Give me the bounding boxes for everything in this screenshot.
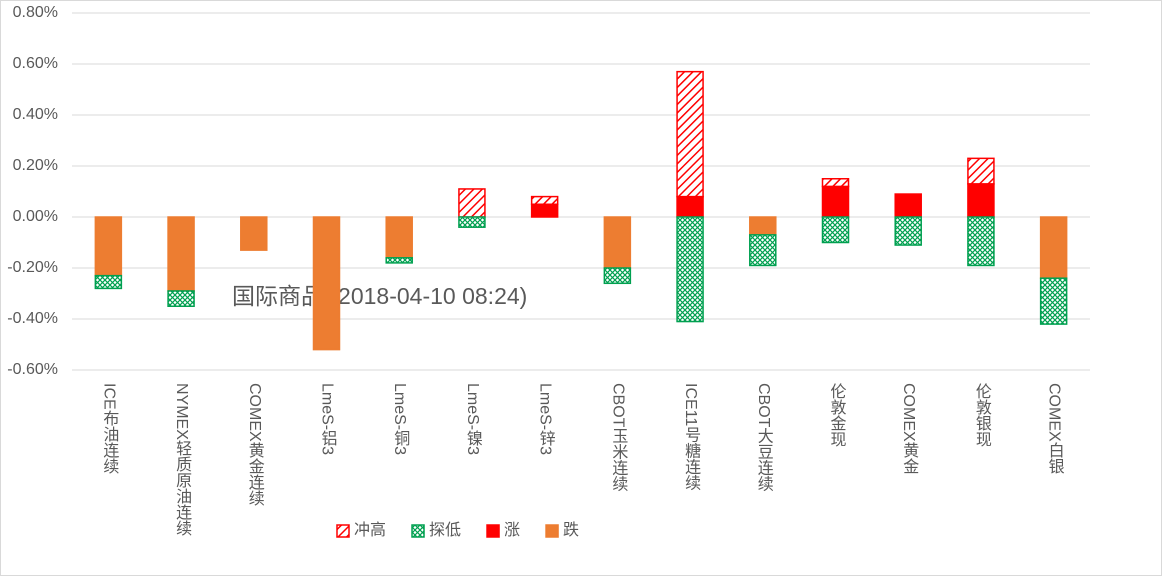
- bar-segment: [94, 274, 123, 290]
- bar-segment: [821, 216, 850, 244]
- bar-segment: [821, 185, 850, 218]
- y-tick-label: -0.20%: [7, 259, 58, 276]
- bar-segment: [530, 203, 559, 218]
- y-tick-label: -0.60%: [7, 361, 58, 378]
- bar-segment: [312, 216, 341, 351]
- bar-segment: [821, 178, 850, 188]
- legend-swatch: [411, 524, 425, 538]
- bar-segment: [603, 267, 632, 285]
- bar-segment: [240, 216, 268, 251]
- bar-segment: [458, 216, 486, 228]
- bar-segment: [967, 157, 995, 185]
- legend-label: 探低: [429, 521, 461, 539]
- bar-segment: [458, 188, 486, 218]
- bar-segment: [167, 290, 195, 308]
- x-tick-label: CBOT玉米连续: [609, 383, 627, 492]
- bar-segment: [94, 216, 123, 277]
- bar-segment: [676, 195, 704, 218]
- bar-segment: [167, 216, 195, 292]
- bar-segment: [749, 234, 777, 267]
- x-tick-label: LmeS-铝3: [318, 383, 336, 456]
- y-tick-label: 0.40%: [13, 106, 58, 123]
- bar-segment: [676, 216, 704, 323]
- x-tick-label: CBOT大豆连续: [754, 383, 772, 492]
- x-tick-label: COMEX黄金: [900, 383, 918, 474]
- y-tick-label: 0.00%: [13, 208, 58, 225]
- legend-swatch: [336, 524, 350, 538]
- y-tick-label: 0.80%: [13, 4, 58, 21]
- legend-label: 冲高: [354, 521, 386, 539]
- bar-segment: [676, 70, 704, 198]
- bar-segment: [967, 216, 995, 267]
- bar-segment: [1039, 277, 1068, 325]
- y-tick-label: 0.20%: [13, 157, 58, 174]
- legend-swatch: [486, 524, 500, 538]
- x-tick-label: 伦敦银现: [972, 383, 990, 447]
- y-tick-label: 0.60%: [13, 55, 58, 72]
- bar-segment: [894, 216, 922, 246]
- x-tick-label: LmeS-镍3: [463, 383, 481, 456]
- x-tick-label: NYMEX轻质原油连续: [173, 383, 191, 536]
- legend-label: 涨: [504, 521, 520, 539]
- legend-swatch: [545, 524, 559, 538]
- x-tick-label: ICE11号糖连续: [682, 383, 700, 491]
- bar-segment: [894, 193, 922, 218]
- bar-segment: [603, 216, 632, 269]
- x-tick-label: COMEX白银: [1045, 383, 1063, 474]
- y-tick-label: -0.40%: [7, 310, 58, 327]
- bar-segment: [385, 257, 413, 264]
- bar-segment: [749, 216, 777, 236]
- x-tick-label: ICE布油连续: [100, 383, 118, 474]
- bar-segment: [385, 216, 413, 259]
- x-tick-label: LmeS-铜3: [391, 383, 409, 456]
- annotation: 国际商品 (2018-04-10 08:24): [232, 283, 527, 309]
- x-tick-label: COMEX黄金连续: [245, 383, 263, 506]
- bar-segment: [530, 195, 559, 206]
- bar-segment: [1039, 216, 1068, 279]
- legend-label: 跌: [563, 521, 579, 539]
- x-tick-label: 伦敦金现: [827, 383, 845, 447]
- bar-segment: [967, 183, 995, 218]
- x-tick-label: LmeS-锌3: [536, 383, 554, 456]
